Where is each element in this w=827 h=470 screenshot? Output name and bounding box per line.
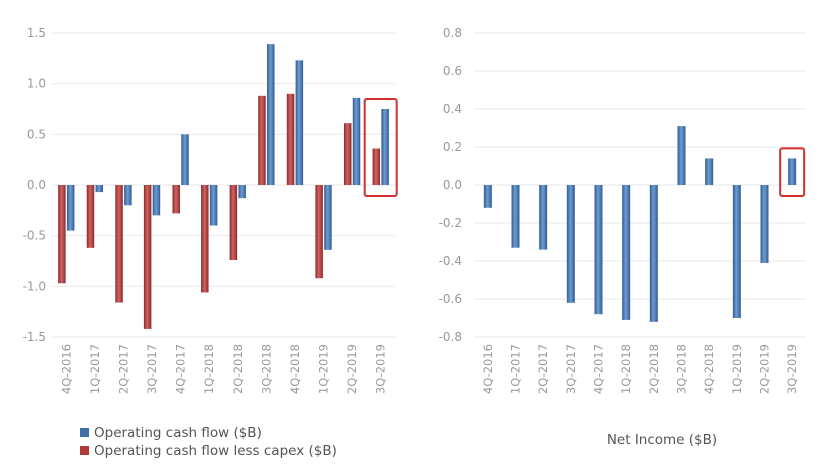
x-tick-label: 1Q-2019: [730, 344, 744, 394]
bar-operating-cash-flow-less-capex-b-4q-2016: [58, 185, 66, 284]
y-tick-label: 0.8: [443, 26, 462, 40]
bar-operating-cash-flow-b-4q-2016: [66, 185, 75, 231]
x-tick-label: 2Q-2019: [758, 344, 772, 394]
bar-operating-cash-flow-less-capex-b-3q-2019: [372, 148, 381, 185]
x-tick-label: 3Q-2019: [785, 344, 799, 394]
net-income-caption: Net Income ($B): [607, 432, 717, 448]
y-tick-label: -0.6: [439, 292, 462, 306]
bar-operating-cash-flow-less-capex-b-1q-2017: [86, 185, 95, 248]
net-income-chart: 0.8 0.6 0.4 0.2 0.0 -0.2 -0.4 -0.6 -0.8 4Q-2016 1Q…: [439, 26, 806, 394]
bar-operating-cash-flow-b-2q-2018: [238, 185, 246, 199]
y-tick-label: 1.0: [27, 77, 46, 91]
x-tick-label: 1Q-2018: [202, 344, 216, 394]
cash-flow-legend: Operating cash flow ($B) Operating cash …: [80, 425, 337, 459]
x-tick-label: 4Q-2017: [592, 344, 606, 394]
bar-net-income-b-2q-2017: [539, 185, 548, 250]
legend-swatch-operating-cash-flow-less-capex: [80, 446, 89, 455]
x-tick-label: 3Q-2019: [374, 344, 388, 394]
x-tick-label: 4Q-2018: [702, 344, 716, 394]
bar-operating-cash-flow-less-capex-b-1q-2018: [201, 185, 209, 293]
bar-net-income-b-2q-2018: [649, 185, 658, 322]
x-tick-label: 3Q-2017: [564, 344, 578, 394]
legend-label-operating-cash-flow-less-capex: Operating cash flow less capex ($B): [94, 443, 337, 459]
bar-operating-cash-flow-b-1q-2019: [324, 185, 332, 250]
y-tick-label: 0.6: [443, 64, 462, 78]
cash-flow-chart: 1.5 1.0 0.5 0.0 -0.5 -1.0 -1.5 4Q-2016 1Q-2017 2Q…: [23, 26, 398, 394]
bar-operating-cash-flow-b-3q-2017: [152, 185, 161, 216]
bar-operating-cash-flow-less-capex-b-3q-2018: [258, 95, 266, 185]
y-tick-label: -1.5: [23, 330, 46, 344]
y-tick-label: 0.2: [443, 140, 462, 154]
bar-operating-cash-flow-b-2q-2019: [352, 97, 361, 185]
bar-operating-cash-flow-less-capex-b-1q-2019: [315, 185, 323, 279]
bar-operating-cash-flow-less-capex-b-2q-2018: [229, 185, 238, 260]
bar-operating-cash-flow-less-capex-b-2q-2019: [343, 123, 352, 185]
x-tick-label: 1Q-2017: [509, 344, 523, 394]
y-tick-label: -0.4: [439, 254, 462, 268]
y-tick-label: -0.5: [23, 229, 46, 243]
legend-swatch-operating-cash-flow: [80, 428, 89, 437]
legend-label-operating-cash-flow: Operating cash flow ($B): [94, 425, 262, 441]
y-tick-label: -1.0: [23, 279, 46, 293]
x-tick-label: 4Q-2018: [288, 344, 302, 394]
bar-operating-cash-flow-less-capex-b-4q-2017: [172, 185, 180, 214]
x-tick-label: 1Q-2019: [317, 344, 331, 394]
bar-net-income-b-3q-2017: [566, 185, 575, 303]
highlight-box: [363, 98, 398, 197]
bar-net-income-b-3q-2019: [788, 158, 797, 185]
x-tick-label: 1Q-2017: [88, 344, 102, 394]
bar-operating-cash-flow-b-2q-2017: [124, 185, 132, 206]
x-tick-label: 3Q-2018: [675, 344, 689, 394]
x-tick-label: 3Q-2017: [145, 344, 159, 394]
bar-operating-cash-flow-b-4q-2017: [181, 134, 189, 185]
x-tick-label: 2Q-2018: [231, 344, 245, 394]
x-tick-label: 2Q-2018: [647, 344, 661, 394]
bar-operating-cash-flow-less-capex-b-2q-2017: [115, 185, 123, 303]
y-tick-label: -0.2: [439, 216, 462, 230]
x-tick-label: 2Q-2017: [116, 344, 130, 394]
x-tick-label: 4Q-2017: [174, 344, 188, 394]
bar-net-income-b-1q-2019: [732, 185, 741, 318]
bar-operating-cash-flow-b-4q-2018: [295, 60, 304, 185]
x-tick-label: 4Q-2016: [59, 344, 73, 394]
bar-net-income-b-3q-2018: [677, 126, 686, 185]
y-tick-label: 0.0: [443, 178, 462, 192]
x-tick-label: 3Q-2018: [259, 344, 273, 394]
x-tick-label: 2Q-2017: [536, 344, 550, 394]
x-tick-label: 4Q-2016: [481, 344, 495, 394]
y-tick-label: 0.4: [443, 102, 462, 116]
y-tick-label: 0.5: [27, 127, 46, 141]
highlight-box: [779, 147, 806, 197]
y-tick-label: 1.5: [27, 26, 46, 40]
bar-net-income-b-4q-2016: [483, 185, 492, 208]
bar-net-income-b-4q-2017: [594, 185, 603, 315]
bar-operating-cash-flow-less-capex-b-4q-2018: [286, 93, 295, 185]
bar-operating-cash-flow-b-3q-2019: [381, 109, 389, 185]
bar-operating-cash-flow-less-capex-b-3q-2017: [143, 185, 152, 329]
bar-net-income-b-1q-2017: [511, 185, 520, 248]
bar-operating-cash-flow-b-1q-2017: [95, 185, 104, 193]
y-tick-label: 0.0: [27, 178, 46, 192]
x-tick-label: 2Q-2019: [345, 344, 359, 394]
bar-net-income-b-2q-2019: [760, 185, 769, 263]
x-tick-label: 1Q-2018: [619, 344, 633, 394]
bar-operating-cash-flow-b-3q-2018: [267, 44, 275, 185]
bar-operating-cash-flow-b-1q-2018: [209, 185, 218, 226]
bar-net-income-b-1q-2018: [622, 185, 631, 320]
y-tick-label: -0.8: [439, 330, 462, 344]
bar-net-income-b-4q-2018: [705, 158, 714, 185]
